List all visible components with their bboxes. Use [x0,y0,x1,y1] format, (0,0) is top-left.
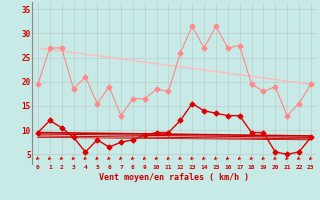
X-axis label: Vent moyen/en rafales ( km/h ): Vent moyen/en rafales ( km/h ) [100,173,249,182]
